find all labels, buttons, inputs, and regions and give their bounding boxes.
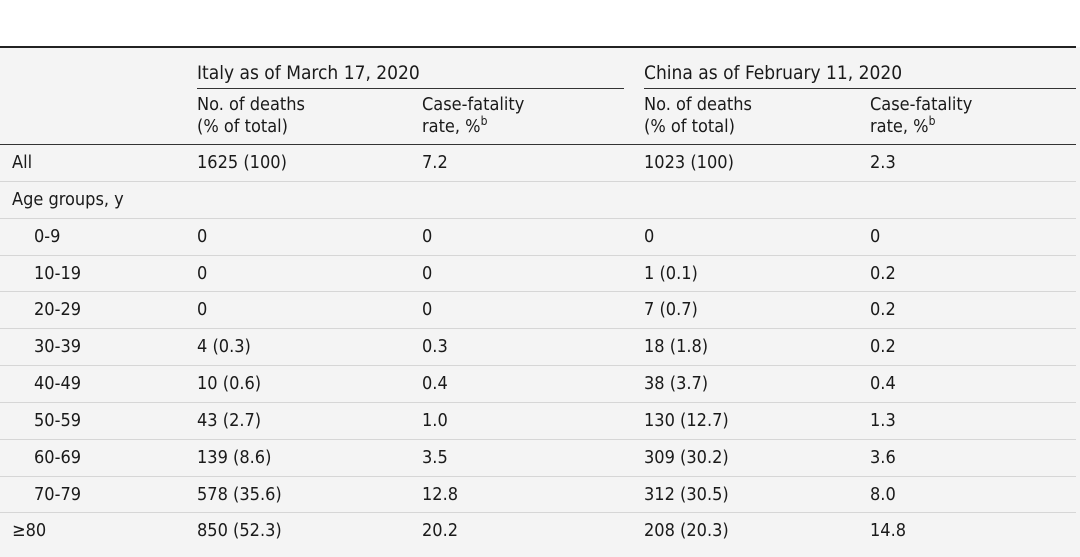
italy-cfr-cell: 12.8 [422, 483, 459, 505]
italy-cfr-cell: 20.2 [422, 520, 459, 542]
row-label: 30-39 [34, 336, 82, 358]
italy-deaths-cell: 0 [197, 225, 208, 247]
china-deaths-cell: 208 (20.3) [644, 520, 729, 542]
china-cfr-cell: 0.2 [870, 262, 896, 284]
italy-deaths-cell: 43 (2.7) [197, 409, 262, 431]
china-cfr-cell: 8.0 [870, 483, 896, 505]
china-deaths-cell: 1 (0.1) [644, 262, 698, 284]
row-label: All [12, 152, 33, 173]
header-bottom-rule [0, 144, 1076, 145]
china-cfr-cell: 3.6 [870, 446, 896, 468]
china-cfr-cell: 0.4 [870, 373, 896, 395]
row-label: 40-49 [34, 373, 82, 395]
footnote-marker: b [480, 114, 488, 128]
china-deaths-cell: 312 (30.5) [644, 483, 729, 505]
italy-cfr-cell: 3.5 [422, 446, 448, 468]
row-label: Age groups, y [12, 188, 124, 210]
table-row: 60-69 139 (8.6) 3.5 309 (30.2) 3.6 [0, 440, 1076, 477]
table-row: 40-49 10 (0.6) 0.4 38 (3.7) 0.4 [0, 366, 1076, 403]
row-label: 0-9 [34, 225, 61, 247]
italy-cfr-header: Case-fatality rate, %b [422, 94, 524, 138]
italy-deaths-cell: 0 [197, 262, 208, 284]
china-deaths-cell: 0 [644, 225, 655, 247]
row-label: 10-19 [34, 262, 82, 284]
china-group-rule [644, 88, 1076, 89]
italy-deaths-cell: 578 (35.6) [197, 483, 282, 505]
row-label: 70-79 [34, 483, 82, 505]
china-cfr-header: Case-fatality rate, %b [870, 94, 972, 138]
italy-deaths-cell: 850 (52.3) [197, 520, 282, 542]
italy-cfr-cell: 0 [422, 299, 433, 321]
italy-deaths-cell: 0 [197, 299, 208, 321]
table-row: ≥80 850 (52.3) 20.2 208 (20.3) 14.8 [0, 513, 1076, 550]
italy-cfr-cell: 7.2 [422, 152, 448, 173]
china-cfr-cell: 0.2 [870, 299, 896, 321]
row-label: 50-59 [34, 409, 82, 431]
italy-group-rule [197, 88, 624, 89]
italy-cfr-cell: 0 [422, 262, 433, 284]
china-cfr-cell: 14.8 [870, 520, 907, 542]
row-label: 20-29 [34, 299, 82, 321]
table-body: All 1625 (100) 7.2 1023 (100) 2.3 Age gr… [0, 145, 1076, 550]
cfr-header-text: Case-fatality rate, % [870, 94, 973, 137]
italy-cfr-cell: 0 [422, 225, 433, 247]
italy-cfr-cell: 1.0 [422, 409, 448, 431]
italy-deaths-cell: 4 (0.3) [197, 336, 251, 358]
china-deaths-cell: 130 (12.7) [644, 409, 729, 431]
italy-deaths-cell: 139 (8.6) [197, 446, 272, 468]
italy-deaths-header: No. of deaths (% of total) [197, 94, 305, 137]
italy-deaths-cell: 1625 (100) [197, 152, 287, 173]
table-row: 0-9 0 0 0 0 [0, 219, 1076, 256]
china-cfr-cell: 1.3 [870, 409, 896, 431]
china-deaths-cell: 1023 (100) [644, 152, 734, 173]
china-deaths-cell: 38 (3.7) [644, 373, 709, 395]
china-cfr-cell: 0 [870, 225, 881, 247]
china-deaths-cell: 7 (0.7) [644, 299, 698, 321]
table-row: All 1625 (100) 7.2 1023 (100) 2.3 [0, 145, 1076, 182]
table-row: Age groups, y [0, 182, 1076, 219]
row-label: ≥80 [12, 520, 47, 542]
italy-cfr-cell: 0.4 [422, 373, 448, 395]
china-group-header: China as of February 11, 2020 [644, 62, 903, 84]
cfr-header-text: Case-fatality rate, % [422, 94, 525, 137]
table-background [0, 47, 1080, 557]
row-label: 60-69 [34, 446, 82, 468]
italy-group-header: Italy as of March 17, 2020 [197, 62, 420, 84]
table-row: 50-59 43 (2.7) 1.0 130 (12.7) 1.3 [0, 403, 1076, 440]
italy-deaths-cell: 10 (0.6) [197, 373, 262, 395]
china-deaths-cell: 309 (30.2) [644, 446, 729, 468]
china-deaths-cell: 18 (1.8) [644, 336, 709, 358]
table-row: 70-79 578 (35.6) 12.8 312 (30.5) 8.0 [0, 477, 1076, 514]
italy-cfr-cell: 0.3 [422, 336, 448, 358]
footnote-marker: b [928, 114, 936, 128]
table-top-rule [0, 46, 1076, 48]
table-row: 10-19 0 0 1 (0.1) 0.2 [0, 256, 1076, 293]
china-cfr-cell: 0.2 [870, 336, 896, 358]
china-deaths-header: No. of deaths (% of total) [644, 94, 752, 137]
table-row: 30-39 4 (0.3) 0.3 18 (1.8) 0.2 [0, 329, 1076, 367]
china-cfr-cell: 2.3 [870, 152, 896, 173]
table-row: 20-29 0 0 7 (0.7) 0.2 [0, 292, 1076, 330]
